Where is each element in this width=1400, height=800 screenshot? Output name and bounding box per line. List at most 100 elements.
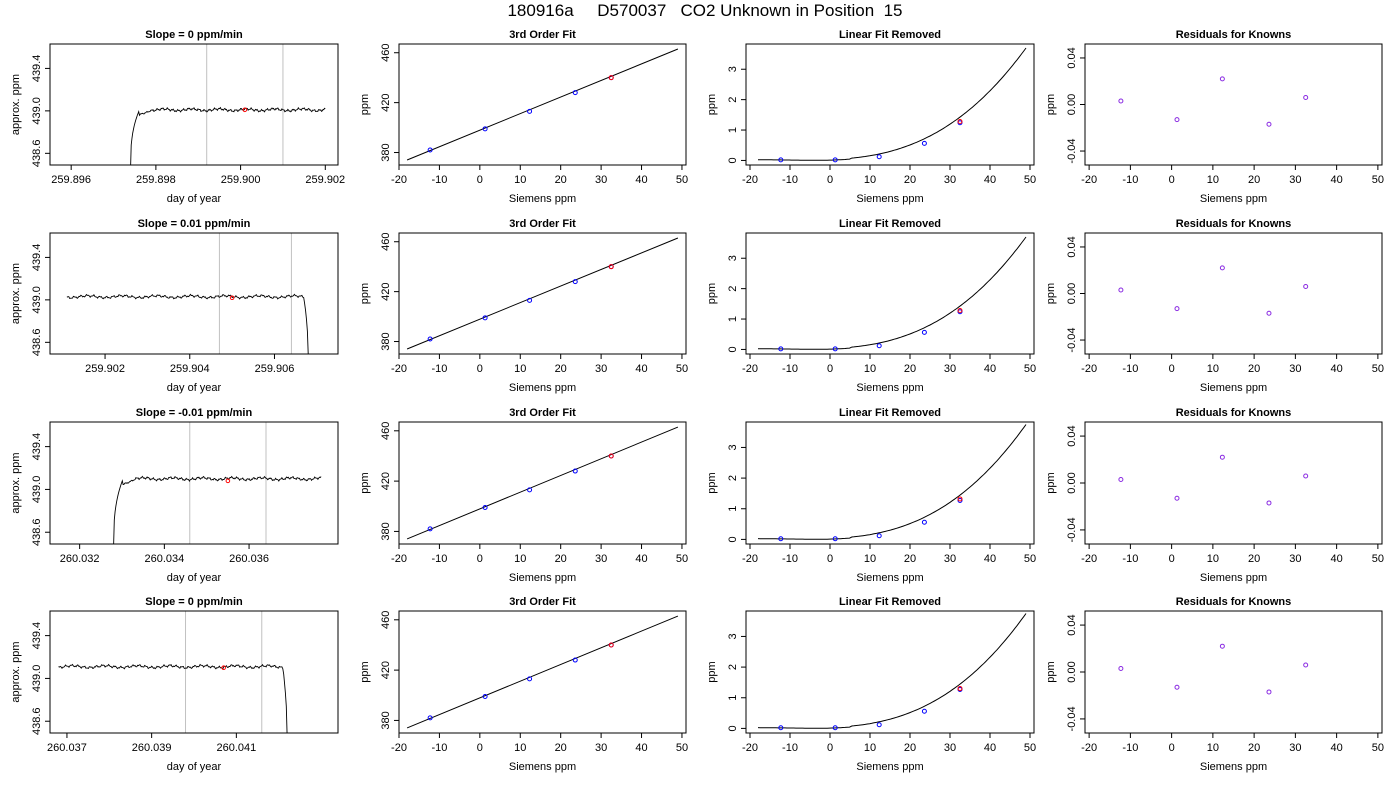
plot-area: [758, 47, 1027, 163]
residual-point: [1174, 684, 1180, 690]
x-tick-label: 10: [864, 174, 876, 186]
y-tick-label: 2: [727, 664, 739, 670]
x-axis-label: day of year: [167, 761, 222, 773]
x-tick-label: 10: [514, 363, 526, 375]
x-tick-label: 20: [904, 363, 916, 375]
x-tick-label: -10: [782, 363, 798, 375]
y-tick-label: 2: [727, 286, 739, 292]
y-tick-label: 439.0: [31, 476, 43, 504]
x-tick-label: 0: [1169, 553, 1175, 565]
mean-marker: [221, 665, 226, 671]
residual-point: [1303, 95, 1309, 101]
x-tick-label: 10: [1207, 174, 1219, 186]
x-tick-label: 30: [944, 363, 956, 375]
panel-title: Linear Fit Removed: [839, 218, 941, 230]
y-axis-label: ppm: [1045, 661, 1057, 682]
plot-frame: [398, 421, 687, 545]
known-point: [427, 526, 433, 532]
residual-point: [1118, 287, 1124, 293]
residual-point: [1174, 117, 1180, 123]
known-point: [427, 336, 433, 342]
x-axis-label: day of year: [167, 193, 222, 205]
plot-area: [1118, 643, 1309, 695]
y-tick-label: 0.00: [1066, 661, 1078, 682]
plot-area: [1118, 454, 1309, 506]
x-tick-label: 10: [514, 174, 526, 186]
residual-point: [1266, 689, 1272, 695]
x-tick-label: 50: [676, 174, 688, 186]
plot-frame: [1084, 43, 1383, 166]
y-tick-label: 1: [727, 127, 739, 133]
x-tick-label: 10: [864, 742, 876, 754]
y-axis-label: ppm: [706, 283, 718, 304]
y-tick-label: 438.6: [31, 140, 43, 168]
x-tick-label: 10: [514, 553, 526, 565]
plot-area: [130, 44, 326, 165]
concentration-trace: [130, 106, 326, 165]
x-axis-label: Siemens ppm: [509, 572, 576, 584]
known-point: [921, 140, 927, 146]
known-point: [832, 346, 838, 352]
known-point: [921, 519, 927, 525]
unknown-point: [608, 264, 614, 270]
known-point: [778, 536, 784, 542]
plot-frame: [745, 43, 1035, 166]
x-tick-label: -20: [1081, 742, 1097, 754]
fit-line: [406, 426, 679, 540]
x-tick-label: -10: [1122, 553, 1138, 565]
residual-point: [1303, 662, 1309, 668]
concentration-trace: [58, 663, 288, 733]
residual-point: [1219, 454, 1225, 460]
x-tick-label: 40: [635, 174, 647, 186]
y-tick-label: -0.04: [1066, 138, 1078, 163]
x-tick-label: 50: [676, 742, 688, 754]
known-point: [572, 279, 578, 285]
known-point: [921, 329, 927, 335]
x-axis-label: Siemens ppm: [1200, 761, 1267, 773]
panel-residuals-r2: Residuals for Knowns -20 -10 0 10 20 30 40 50 -0.…: [1045, 218, 1384, 394]
known-point: [527, 676, 533, 682]
unknown-point: [608, 75, 614, 81]
known-point: [876, 533, 882, 539]
y-axis-label: ppm: [359, 94, 371, 115]
y-axis-label: ppm: [359, 661, 371, 682]
known-point: [527, 487, 533, 493]
y-tick-label: 420: [380, 93, 392, 111]
x-tick-label: 50: [1024, 174, 1036, 186]
y-tick-label: 439.4: [31, 244, 43, 272]
known-point: [778, 346, 784, 352]
x-axis-label: Siemens ppm: [509, 193, 576, 205]
x-tick-label: -20: [1081, 174, 1097, 186]
fit-line: [406, 48, 679, 161]
known-point: [921, 708, 927, 714]
residual-point: [1303, 473, 1309, 479]
panel-fit-r4: 3rd Order Fit -20 -10 0 10 20 30 40 50 380 420 460 S…: [359, 596, 688, 773]
panel-linear-removed-r3: Linear Fit Removed -20 -10 0 10 20 30 40 50 0 1 2 3 S…: [706, 407, 1036, 584]
x-tick-label: -10: [431, 553, 447, 565]
x-tick-label: 0: [1169, 174, 1175, 186]
x-axis-label: day of year: [167, 382, 222, 394]
y-tick-label: 0: [727, 725, 739, 731]
y-tick-label: 460: [380, 233, 392, 251]
page-title: 180916a D570037 CO2 Unknown in Position …: [507, 1, 903, 20]
x-tick-label: 10: [1207, 742, 1219, 754]
known-point: [957, 497, 963, 503]
y-tick-label: 439.4: [31, 55, 43, 83]
known-point: [482, 505, 488, 511]
residual-point: [1118, 665, 1124, 671]
y-tick-label: 460: [380, 44, 392, 62]
x-tick-label: -20: [391, 174, 407, 186]
concentration-trace: [66, 293, 309, 354]
x-tick-label: 40: [984, 553, 996, 565]
residual-point: [1303, 284, 1309, 290]
y-tick-label: 460: [380, 422, 392, 440]
x-tick-label: 50: [1024, 363, 1036, 375]
panel-title: 3rd Order Fit: [509, 596, 576, 608]
fit-line: [406, 237, 679, 350]
x-tick-label: 20: [904, 553, 916, 565]
y-tick-label: 1: [727, 316, 739, 322]
x-tick-label: 50: [1372, 174, 1384, 186]
panel-fit-r3: 3rd Order Fit -20 -10 0 10 20 30 40 50 380 420 460 S…: [359, 407, 688, 584]
known-point: [572, 468, 578, 474]
